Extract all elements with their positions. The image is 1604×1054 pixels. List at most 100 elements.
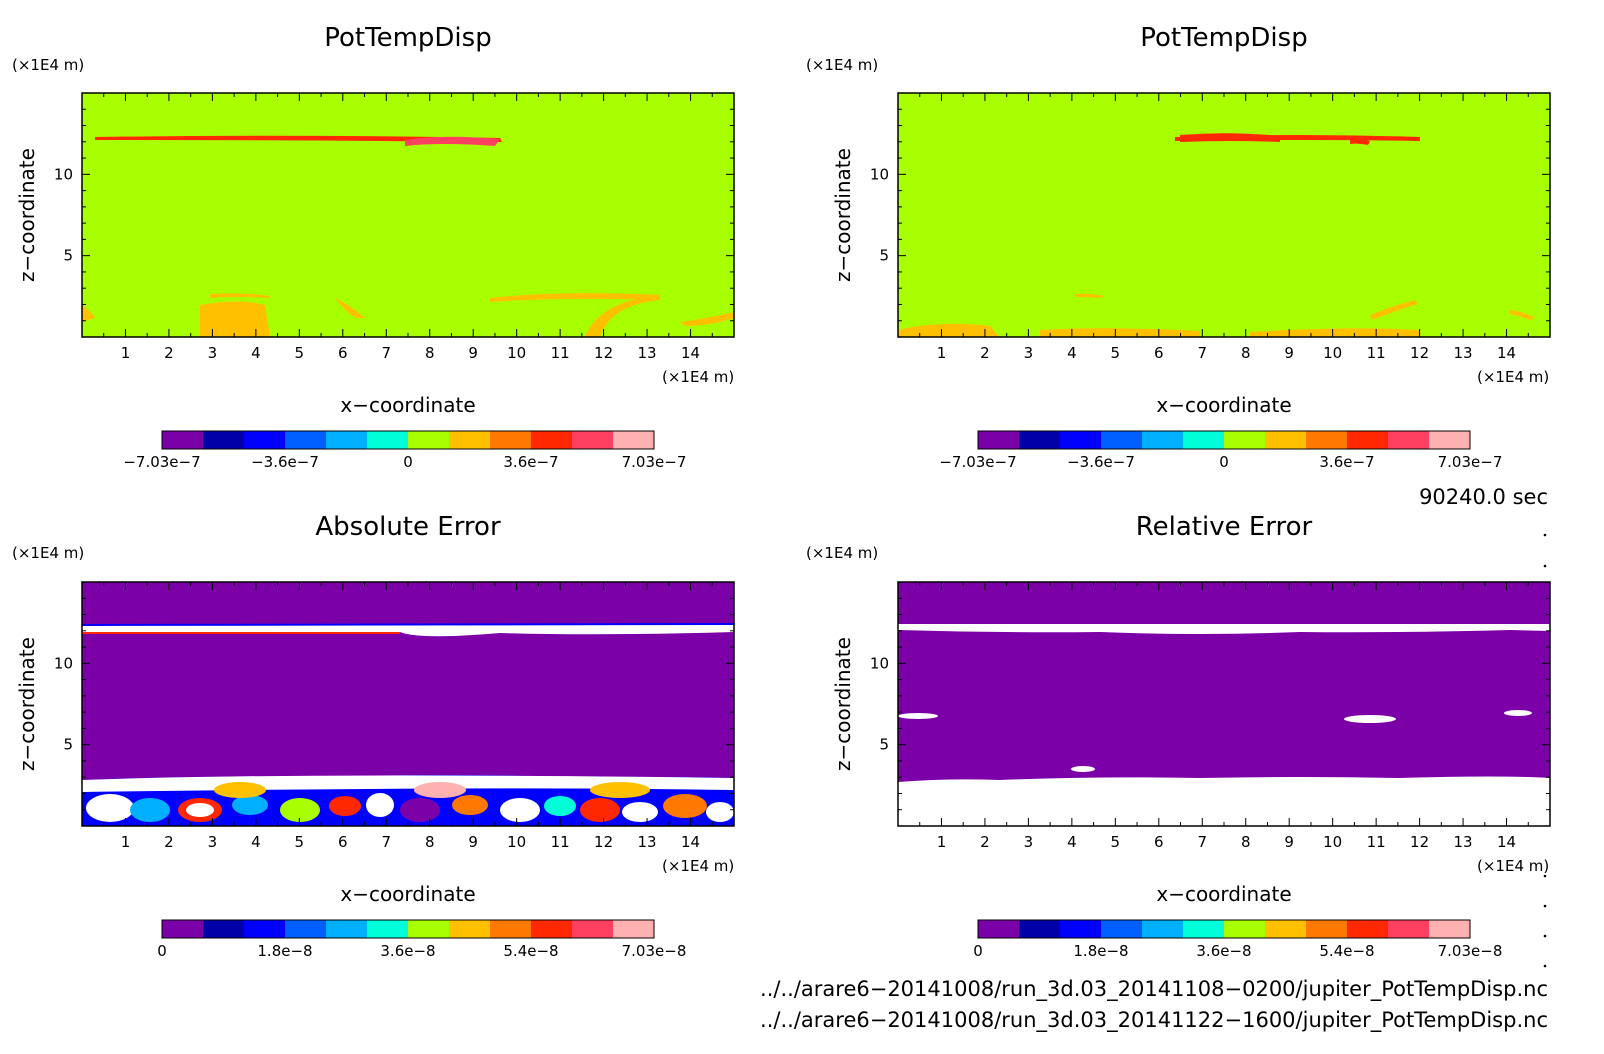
colorbar-tick-label: 1.8e−8	[257, 942, 312, 960]
colorbar-tick-label: 7.03e−8	[1438, 942, 1503, 960]
colorbar-tick-label: 7.03e−8	[622, 942, 687, 960]
x-tick-label: 3	[1024, 344, 1034, 362]
x-tick-label: 7	[1197, 833, 1207, 851]
x-axis-label: x−coordinate	[1156, 882, 1291, 906]
colorbar-swatch	[408, 431, 450, 449]
x-tick-label: 9	[468, 344, 478, 362]
x-tick-label: 1	[937, 833, 947, 851]
colorbar-tick-label: 1.8e−8	[1073, 942, 1128, 960]
colorbar-swatch	[1183, 920, 1225, 938]
colorbar: −7.03e−7 −3.6e−7 0 3.6e−7 7.03e−7	[123, 430, 687, 471]
colorbar-tick-label: 7.03e−7	[1438, 453, 1503, 471]
x-tick-label: 12	[1410, 344, 1429, 362]
field-features	[82, 623, 734, 826]
colorbar-swatch	[1142, 920, 1184, 938]
x-tick-label: 1	[121, 344, 131, 362]
colorbar-swatch	[1388, 431, 1430, 449]
x-tick-label: 4	[251, 344, 261, 362]
field-features	[898, 133, 1535, 337]
y-tick-label: 5	[879, 247, 889, 265]
colorbar-tick-label: 0	[1219, 453, 1229, 471]
y-tick-label: 5	[63, 247, 73, 265]
colorbar-swatch	[162, 920, 204, 938]
colorbar-tick-label: −3.6e−7	[1067, 453, 1135, 471]
colorbar-frame	[161, 919, 655, 939]
x-tick-label: 6	[1154, 833, 1164, 851]
x-unit-label: (×1E4 m)	[1477, 857, 1549, 875]
x-unit-label: (×1E4 m)	[662, 857, 734, 875]
y-unit-label: (×1E4 m)	[12, 544, 84, 562]
x-tick-label: 6	[338, 344, 348, 362]
x-tick-label: 9	[468, 833, 478, 851]
x-tick-label: 12	[594, 344, 613, 362]
colorbar-swatch	[285, 920, 327, 938]
colorbar-swatch	[1347, 920, 1389, 938]
y-tick-label: 5	[63, 736, 73, 754]
panel-absolute-error: Absolute Error (×1E4 m)	[12, 512, 735, 960]
colorbar-swatch	[449, 920, 491, 938]
panel-potential-temp-run1: PotTempDisp (×1E4 m) 1 2 3 4 5 6 7 8 9 10 11 12 13 14…	[12, 23, 735, 471]
y-unit-label: (×1E4 m)	[806, 56, 878, 74]
x-axis-label: x−coordinate	[340, 882, 475, 906]
x-tick-label: 12	[1410, 833, 1429, 851]
x-tick-label: 8	[425, 344, 435, 362]
colorbar-tick-label: −7.03e−7	[123, 453, 200, 471]
y-tick-label: 10	[870, 165, 889, 183]
x-tick-label: 11	[1367, 833, 1386, 851]
panel-title: Absolute Error	[315, 512, 501, 542]
colorbar-swatch	[1142, 431, 1184, 449]
colorbar-tick-label: −3.6e−7	[251, 453, 319, 471]
x-tick-label: 11	[551, 344, 570, 362]
y-tick-label: 10	[54, 654, 73, 672]
colorbar-swatch	[408, 920, 450, 938]
x-tick-label: 1	[121, 833, 131, 851]
colorbar-tick-label: −7.03e−7	[939, 453, 1016, 471]
y-tick-label: 10	[54, 165, 73, 183]
colorbar-tick-label: 3.6e−7	[503, 453, 558, 471]
x-tick-label: 10	[1323, 344, 1342, 362]
colorbar-swatch	[1224, 431, 1266, 449]
x-tick-label: 8	[425, 833, 435, 851]
colorbar-frame	[977, 919, 1471, 939]
x-tick-label: 2	[980, 344, 990, 362]
colorbar: −7.03e−7 −3.6e−7 0 3.6e−7 7.03e−7	[939, 430, 1503, 471]
colorbar-swatch	[1019, 920, 1061, 938]
colorbar-swatch	[572, 920, 614, 938]
x-tick-label: 4	[251, 833, 261, 851]
x-tick-label: 6	[1154, 344, 1164, 362]
x-tick-label: 11	[1367, 344, 1386, 362]
colorbar-tick-label: 3.6e−8	[1196, 942, 1251, 960]
colorbar-swatch	[367, 920, 409, 938]
colorbar-swatch	[978, 920, 1020, 938]
x-tick-label: 5	[295, 344, 305, 362]
x-tick-label: 12	[594, 833, 613, 851]
colorbar-swatch	[531, 920, 573, 938]
colorbar-swatch	[1019, 431, 1061, 449]
x-tick-label: 13	[638, 344, 657, 362]
colorbar-tick-label: 7.03e−7	[622, 453, 687, 471]
colorbar-swatch	[326, 920, 368, 938]
colorbar-swatch	[490, 920, 532, 938]
colorbar-swatch	[613, 431, 655, 449]
x-tick-label: 10	[507, 344, 526, 362]
colorbar-swatch	[326, 431, 368, 449]
y-axis-label: z−coordinate	[831, 148, 855, 282]
colorbar-frame	[161, 430, 655, 450]
x-tick-label: 5	[295, 833, 305, 851]
colorbar-swatch	[1347, 431, 1389, 449]
x-tick-label: 14	[1497, 833, 1516, 851]
colorbar-swatch	[1060, 431, 1102, 449]
y-axis-label: z−coordinate	[15, 148, 39, 282]
x-tick-label: 9	[1284, 344, 1294, 362]
colorbar: 0 1.8e−8 3.6e−8 5.4e−8 7.03e−8	[973, 919, 1503, 960]
colorbar-tick-label: 0	[157, 942, 167, 960]
colorbar-swatch	[1429, 920, 1471, 938]
colorbar-swatch	[1101, 920, 1143, 938]
colorbar-swatch	[367, 431, 409, 449]
x-tick-label: 3	[1024, 833, 1034, 851]
x-axis-label: x−coordinate	[1156, 393, 1291, 417]
